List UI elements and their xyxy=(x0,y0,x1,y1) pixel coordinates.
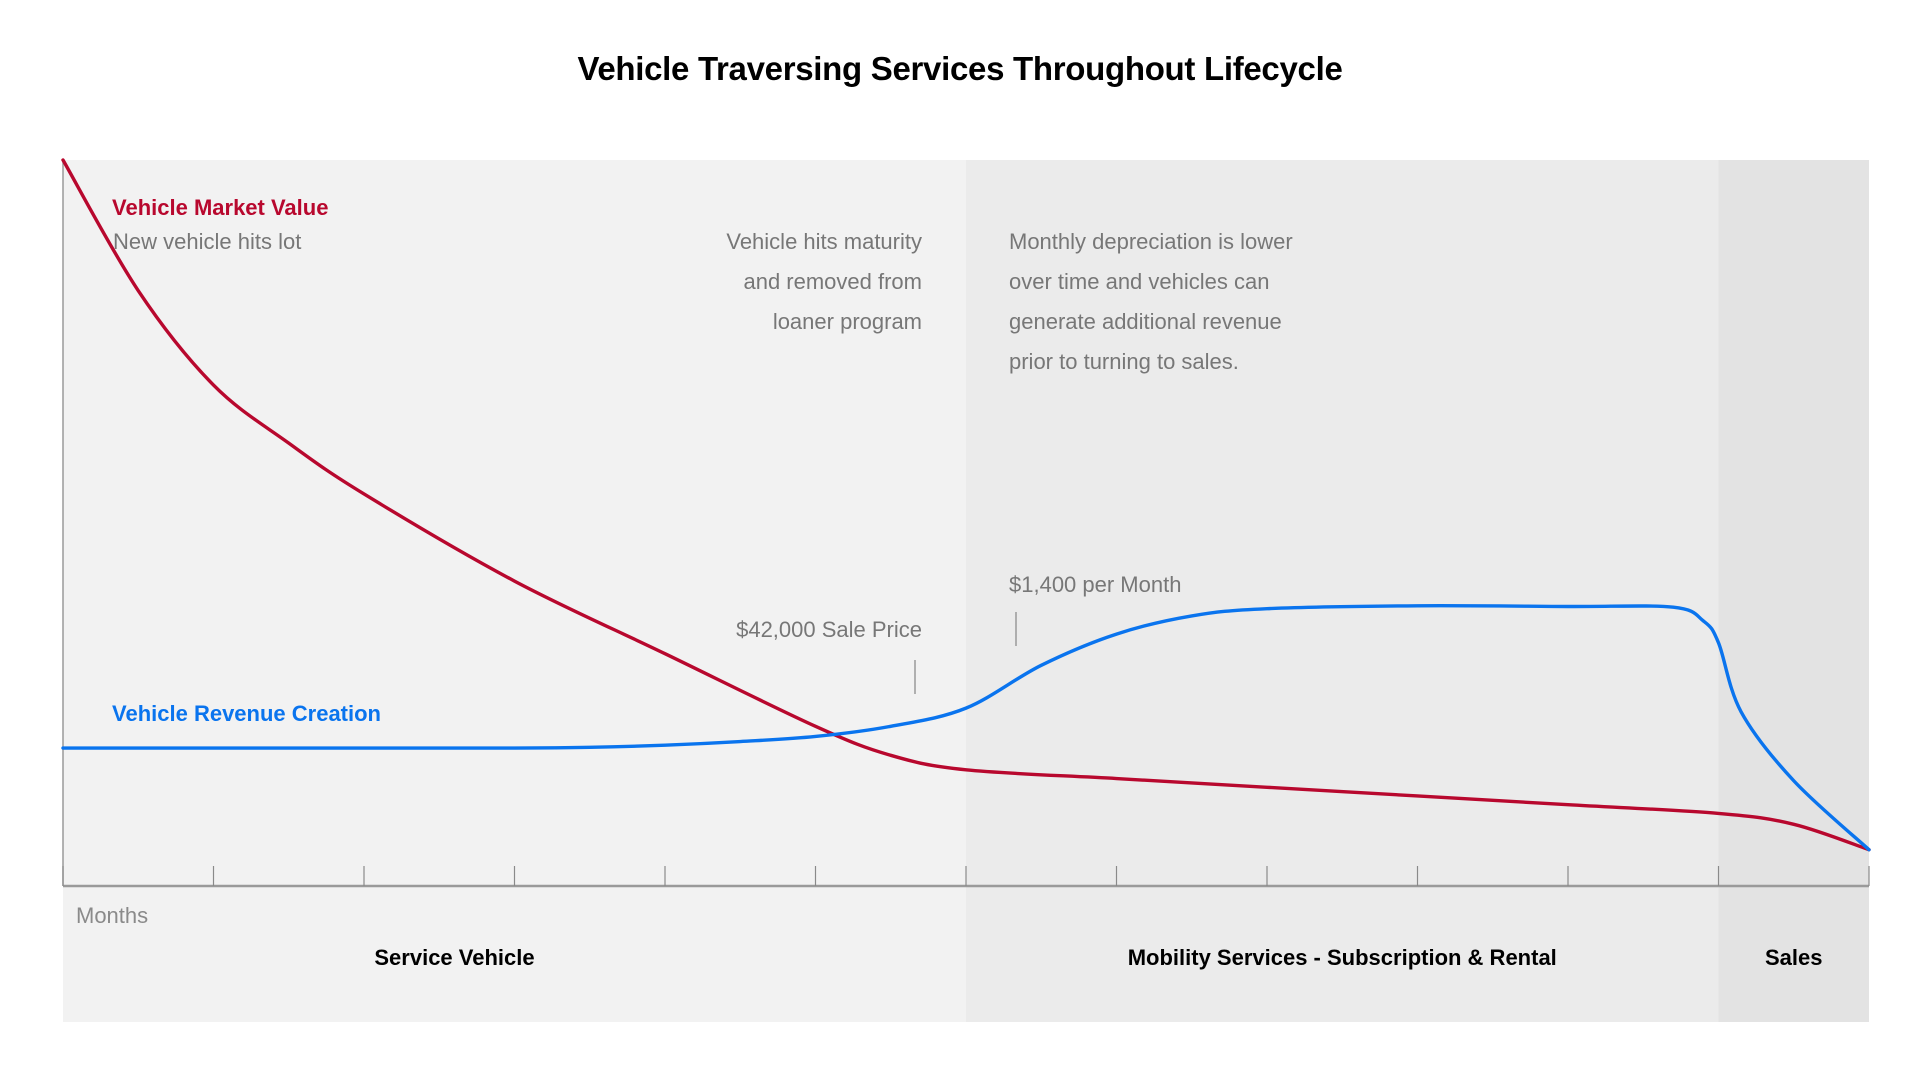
phase-label: Mobility Services - Subscription & Renta… xyxy=(1128,945,1557,970)
annotation-text: Vehicle hits maturity xyxy=(726,229,922,254)
chart-title: Vehicle Traversing Services Throughout L… xyxy=(577,50,1343,87)
phase-label: Sales xyxy=(1765,945,1823,970)
annotation-text: $42,000 Sale Price xyxy=(736,617,922,642)
phase-bands xyxy=(63,160,1869,1022)
chart-labels: Service Vehicle Mobility Services - Subsc… xyxy=(76,195,1823,970)
x-axis-label: Months xyxy=(76,903,148,928)
revenue-creation-line xyxy=(61,603,1871,852)
phase-band xyxy=(1718,160,1869,1022)
series-lines xyxy=(61,158,1871,852)
annotation-text: prior to turning to sales. xyxy=(1009,349,1239,374)
phase-band xyxy=(966,160,1719,1022)
annotation-text: $1,400 per Month xyxy=(1009,572,1181,597)
annotation-text: loaner program xyxy=(773,309,922,334)
annotation-text: over time and vehicles can xyxy=(1009,269,1269,294)
annotation-text: Monthly depreciation is lower xyxy=(1009,229,1293,254)
series-label-market-value: Vehicle Market Value xyxy=(112,195,328,220)
market-value-line xyxy=(61,158,1871,852)
annotation-text: generate additional revenue xyxy=(1009,309,1282,334)
annotation-text: and removed from xyxy=(743,269,922,294)
series-label-revenue-creation: Vehicle Revenue Creation xyxy=(112,701,381,726)
axes xyxy=(62,160,1870,888)
phase-label: Service Vehicle xyxy=(374,945,534,970)
series-subtitle-market-value: New vehicle hits lot xyxy=(113,229,301,254)
